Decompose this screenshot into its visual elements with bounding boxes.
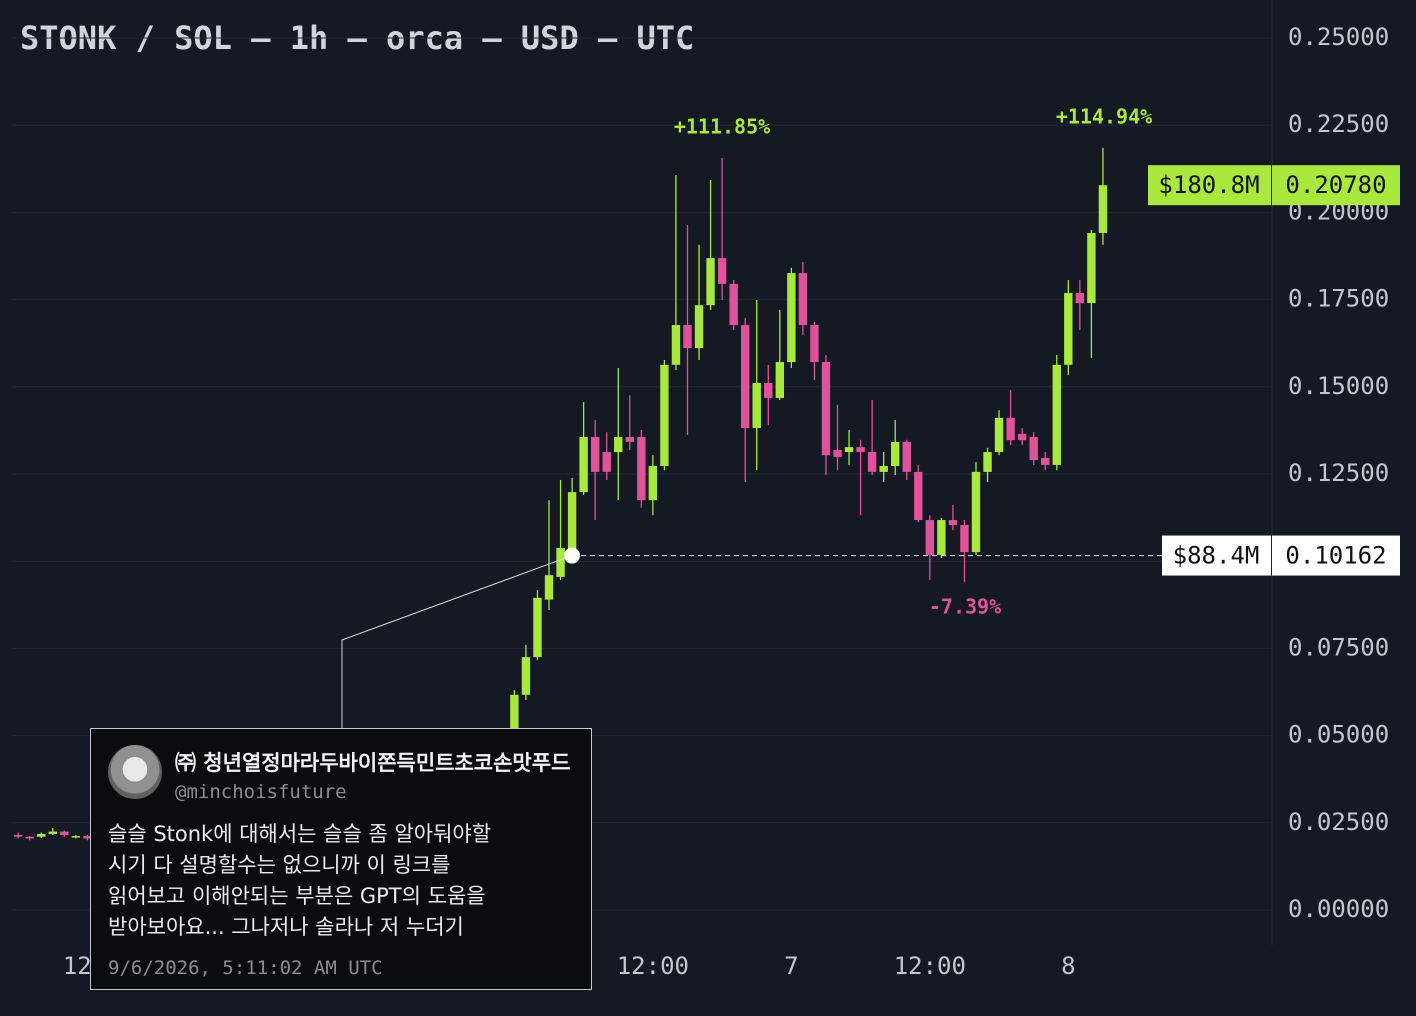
y-tick-label: 0.25000 <box>1288 23 1389 51</box>
y-tick-label: 0.22500 <box>1288 110 1389 138</box>
candle-body <box>960 524 969 553</box>
text-line: 읽어보고 이해안되는 부분은 GPT의 도움을 <box>108 884 486 908</box>
y-tick-label: 0.00000 <box>1288 895 1389 923</box>
y-tick-label: 0.05000 <box>1288 721 1389 749</box>
annotation: +111.85% <box>674 115 770 139</box>
candle-body <box>821 362 831 456</box>
candle-body <box>1017 433 1027 441</box>
x-tick-label: 12:00 <box>894 952 966 980</box>
candle-body <box>810 325 819 363</box>
x-tick-label: 8 <box>1061 952 1075 980</box>
candle-body <box>556 547 565 577</box>
candle-body <box>60 831 69 836</box>
candle-body <box>867 452 877 472</box>
y-tick-label: 0.15000 <box>1288 372 1389 400</box>
candle-body <box>544 575 554 600</box>
last-mcap: $180.8M <box>1158 171 1259 199</box>
candle-body <box>71 836 81 838</box>
y-tick-label: 0.02500 <box>1288 808 1389 836</box>
candle-body <box>937 520 946 555</box>
candle-body <box>1041 457 1050 465</box>
y-tick-label: 0.12500 <box>1288 459 1389 487</box>
candle-body <box>660 364 669 466</box>
candle-body <box>1064 292 1073 365</box>
candle-body <box>625 437 634 442</box>
marker-mcap: $88.4M <box>1173 542 1260 570</box>
candle-body <box>775 362 785 398</box>
candle-body <box>1087 232 1096 304</box>
candle-body <box>637 437 646 501</box>
candle-body <box>914 471 923 521</box>
candle-body <box>1006 417 1015 441</box>
last-price: 0.20780 <box>1285 171 1386 199</box>
text-line: 슬슬 Stonk에 대해서는 슬슬 좀 알아둬야할 <box>108 822 492 846</box>
marker-dot <box>564 547 580 564</box>
candle-body <box>833 449 842 457</box>
candle-body <box>948 520 958 525</box>
x-tick-label: 7 <box>784 952 798 980</box>
candle-body <box>83 836 92 839</box>
text-line: 받아보아요... 그나저나 솔라나 저 누더기 <box>108 915 464 939</box>
tweet-text: 슬슬 Stonk에 대해서는 슬슬 좀 알아둬야할 시기 다 설명할수는 없으니… <box>108 819 491 943</box>
y-tick-label: 0.07500 <box>1288 633 1389 661</box>
marker-price-box <box>1272 535 1400 576</box>
annotation: +114.94% <box>1056 105 1152 129</box>
candle-body <box>729 283 738 326</box>
candle-body <box>521 657 531 695</box>
candle-body <box>25 836 34 839</box>
y-axis: 0.000000.025000.050000.075000.100000.125… <box>1288 23 1389 923</box>
candle-body <box>764 382 773 398</box>
avatar <box>108 745 162 799</box>
candle-body <box>971 471 981 553</box>
y-tick-label: 0.17500 <box>1288 285 1389 313</box>
text-line: 시기 다 설명할수는 없으니까 이 링크를 <box>108 853 451 877</box>
candle-body <box>648 465 658 501</box>
annotation: -7.39% <box>929 595 1001 619</box>
candle-body <box>1029 437 1038 461</box>
marker-mcap-box <box>1162 535 1271 576</box>
candle-body <box>590 437 600 472</box>
candle-body <box>1098 185 1108 233</box>
x-tick-label: 12:00 <box>617 952 689 980</box>
candle-body <box>994 417 1004 453</box>
last-price-box <box>1272 165 1400 206</box>
marker-price: 0.10162 <box>1285 542 1386 570</box>
candle-body <box>602 452 611 472</box>
candle-body <box>983 452 992 472</box>
candle-body <box>37 833 46 837</box>
candle-body <box>1052 364 1061 465</box>
author-name: ㈜ 청년열정마라두바이쫀득민트초코손맛푸드 <box>175 751 571 775</box>
candle-body <box>787 273 796 363</box>
candle-body <box>510 694 519 736</box>
candle-body <box>13 835 23 837</box>
timestamp: 9/6/2026, 5:11:02 AM UTC <box>108 957 383 979</box>
tweet-tooltip: ㈜ 청년열정마라두바이쫀득민트초코손맛푸드 @minchoisfuture 슬슬… <box>90 728 592 990</box>
candle-body <box>717 258 727 284</box>
connector <box>341 555 573 728</box>
candle-body <box>925 520 935 555</box>
candle-body <box>752 382 761 428</box>
candle-body <box>856 447 865 453</box>
candle-body <box>902 441 911 472</box>
candle-body <box>671 325 681 365</box>
candle-body <box>844 447 854 453</box>
author-handle: @minchoisfuture <box>175 781 347 803</box>
candle-body <box>891 441 900 466</box>
candle-body <box>1075 292 1085 304</box>
candle-body <box>567 492 577 551</box>
candle-body <box>48 831 57 834</box>
last-mcap-box <box>1148 165 1271 206</box>
candle-body <box>579 437 588 493</box>
candle-body <box>683 325 692 349</box>
candle-body <box>706 258 715 306</box>
candle-body <box>533 597 542 658</box>
candle-body <box>614 437 623 453</box>
candle-body <box>694 305 704 349</box>
candle-body <box>798 273 808 326</box>
candle-body <box>879 465 888 472</box>
candle-body <box>740 325 750 428</box>
